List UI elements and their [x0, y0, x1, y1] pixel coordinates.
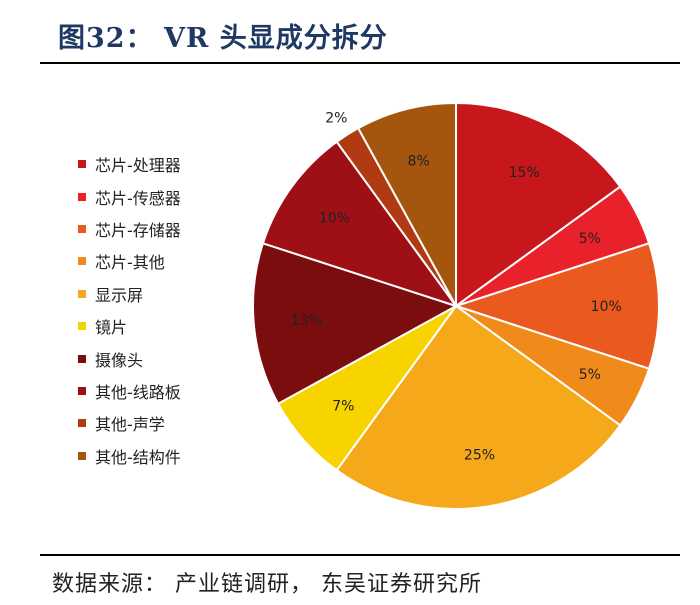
legend-item: 其他-线路板	[78, 375, 181, 407]
source-note: 数据来源： 产业链调研， 东吴证券研究所	[52, 572, 482, 597]
legend-swatch	[78, 386, 86, 395]
pie-slice	[261, 140, 459, 308]
legend-label: 芯片-传感器	[95, 188, 181, 208]
pie-slice	[452, 242, 660, 370]
slice-value-label: 15%	[509, 165, 540, 181]
slice-value-label: 8%	[408, 153, 430, 169]
legend-item: 芯片-其他	[78, 245, 181, 277]
legend-label: 芯片-存储器	[95, 220, 181, 240]
legend-item: 镜片	[78, 310, 181, 342]
legend-label: 芯片-处理器	[95, 156, 181, 176]
legend-swatch	[78, 257, 86, 266]
legend-swatch	[78, 224, 86, 233]
legend-label: 芯片-其他	[95, 253, 165, 273]
pie-slice	[252, 242, 459, 406]
legend-swatch	[78, 322, 86, 331]
pie-slice	[335, 304, 622, 510]
legend-swatch	[78, 419, 86, 428]
slice-value-label: 2%	[325, 110, 347, 126]
pie-slice	[455, 101, 622, 308]
legend-item: 其他-结构件	[78, 440, 181, 472]
title-rule	[40, 62, 680, 64]
legend-swatch	[78, 451, 86, 460]
pie-slice	[356, 101, 457, 307]
slice-value-label: 25%	[464, 447, 495, 463]
source-rule	[40, 554, 680, 556]
legend-item: 芯片-处理器	[78, 148, 181, 180]
legend-label: 其他-线路板	[95, 382, 181, 402]
slice-value-label: 10%	[319, 211, 350, 227]
legend-item: 芯片-传感器	[78, 180, 181, 212]
legend-item: 摄像头	[78, 342, 181, 374]
slice-value-label: 5%	[579, 231, 601, 247]
legend-item: 显示屏	[78, 278, 181, 310]
legend-label: 显示屏	[95, 285, 144, 305]
chart-legend: 芯片-处理器 芯片-传感器 芯片-存储器 芯片-其他显示屏镜片摄像头其他-线路板 其他-…	[78, 148, 181, 472]
legend-item: 芯片-存储器	[78, 213, 181, 245]
legend-label: 其他-声学	[95, 415, 165, 435]
figure-title: 图32： VR 头显成分拆分	[58, 23, 388, 54]
legend-swatch	[78, 289, 86, 298]
slice-value-label: 7%	[332, 398, 354, 414]
legend-swatch	[78, 160, 86, 169]
legend-label: 摄像头	[95, 350, 144, 370]
slice-value-label: 13%	[291, 313, 322, 329]
legend-label: 镜片	[95, 318, 128, 338]
legend-swatch	[78, 192, 86, 201]
legend-swatch	[78, 354, 86, 363]
legend-label: 其他-结构件	[95, 447, 181, 467]
legend-item: 其他-声学	[78, 407, 181, 439]
slice-value-label: 10%	[591, 299, 622, 315]
slice-value-label: 5%	[579, 367, 601, 383]
